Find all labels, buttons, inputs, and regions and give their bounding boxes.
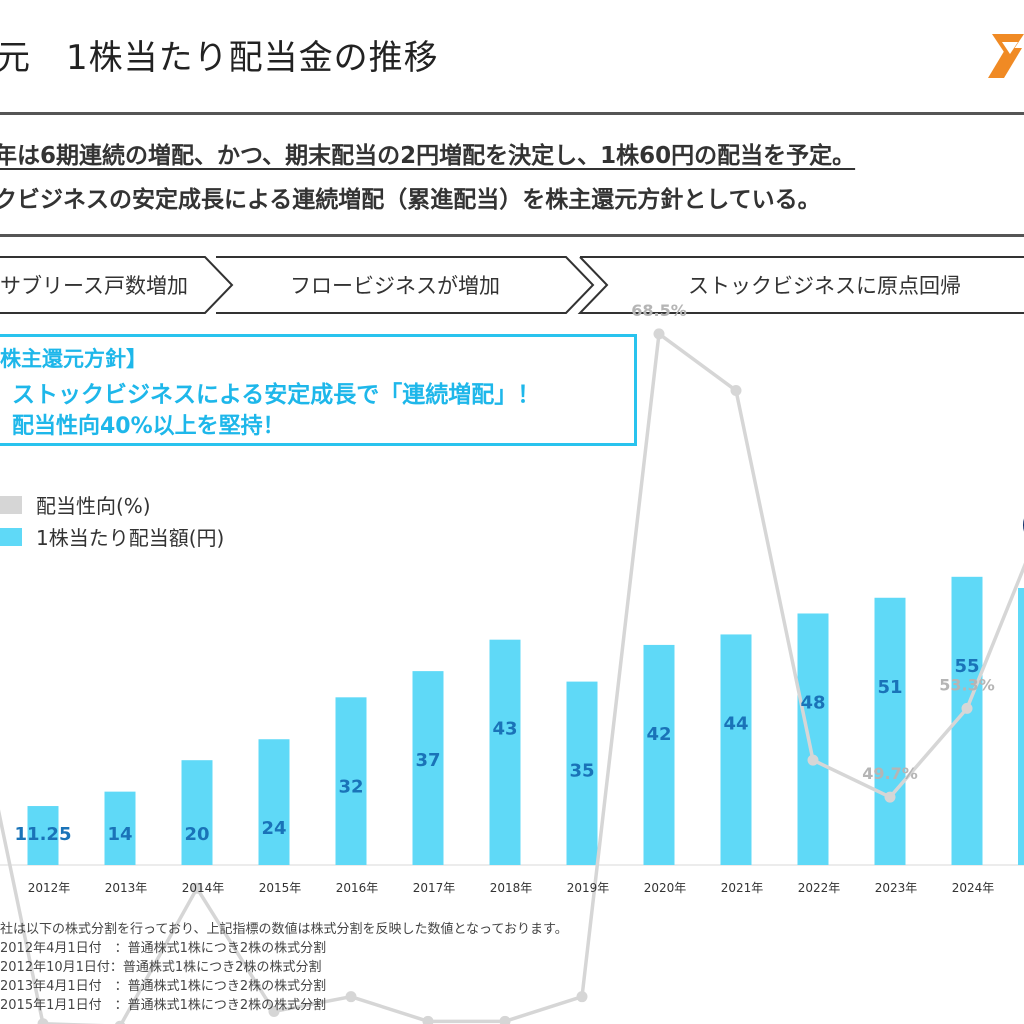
lead-line-2: クビジネスの安定成長による連続増配（累進配当）を株主還元方針としている。 [0, 187, 821, 213]
bar-2020年 [643, 644, 675, 865]
bar-label-2023年: 51 [877, 677, 902, 698]
bar-label-2024年: 55 [954, 656, 979, 677]
x-tick-2024年: 2024年 [952, 881, 995, 895]
policy-box [0, 334, 637, 446]
bar-label-2020年: 42 [646, 724, 671, 745]
bar-2023年 [874, 597, 906, 865]
x-tick-2016年: 2016年 [336, 881, 379, 895]
payout-point-2016年 [345, 991, 357, 1003]
payout-point-2014年 [191, 882, 203, 894]
bar-label-2022年: 48 [800, 692, 825, 713]
bar-label-2016年: 32 [338, 776, 363, 797]
x-tick-2017年: 2017年 [413, 881, 456, 895]
divider-top [0, 112, 1024, 115]
payout-label-2024年: 53.3% [939, 675, 995, 694]
payout-label-2023年: 49.7% [862, 764, 918, 783]
bar-2022年 [797, 613, 829, 865]
payout-point-2023年 [884, 791, 896, 803]
phase-3-label: ストックビジネスに原点回帰 [688, 274, 961, 298]
bar-2016年 [335, 697, 367, 865]
x-tick-2021年: 2021年 [721, 881, 764, 895]
bar-label-2021年: 44 [723, 713, 748, 734]
bar-2018年 [489, 639, 521, 865]
bar-2019年 [566, 681, 598, 865]
payout-point-2017年 [422, 1015, 434, 1024]
bar-partial-edge [1018, 588, 1024, 865]
payout-point-2019年 [576, 991, 588, 1003]
phase-2-label: フロービジネスが増加 [290, 274, 500, 298]
payout-point-2020年 [653, 328, 665, 340]
bar-2015年 [258, 739, 290, 865]
footnote-1: 2012年4月1日付 ：普通株式1株につき2株の株式分割 [0, 941, 327, 956]
payout-point-2022年 [807, 754, 819, 766]
company-logo [988, 34, 1024, 78]
policy-line-2: 配当性向40%以上を堅持！ [12, 414, 285, 439]
bar-2012年 [27, 806, 59, 865]
bar-2021年 [720, 634, 752, 865]
payout-point-2018年 [499, 1015, 511, 1024]
x-tick-2019年: 2019年 [567, 881, 610, 895]
payout-point-2012年 [37, 1018, 49, 1024]
bar-label-2014年: 20 [184, 824, 209, 845]
x-tick-2013年: 2013年 [105, 881, 148, 895]
x-tick-2018年: 2018年 [490, 881, 533, 895]
phase-bar [0, 256, 1024, 314]
legend-item-dividend: 1株当たり配当額(円) [0, 522, 224, 551]
payout-point-2021年 [730, 385, 742, 397]
legend-swatch-gray [0, 495, 22, 514]
x-tick-2015年: 2015年 [259, 881, 302, 895]
footnote-4: 2015年1月1日付 ：普通株式1株につき2株の株式分割 [0, 998, 327, 1013]
legend-label-dividend: 1株当たり配当額(円) [36, 526, 225, 550]
legend-item-payout-ratio: 配当性向(%) [0, 490, 151, 519]
legend-swatch-blue [0, 527, 22, 546]
footnote-2: 2012年10月1日付：普通株式1株につき2株の株式分割 [0, 960, 322, 975]
divider-bottom [0, 234, 1024, 237]
bar-label-2019年: 35 [569, 761, 594, 782]
payout-point-2015年 [268, 1005, 280, 1017]
footnote-3: 2013年4月1日付 ：普通株式1株につき2株の株式分割 [0, 979, 327, 994]
payout-label-2020年: 68.5% [631, 301, 687, 320]
x-tick-2022年: 2022年 [798, 881, 841, 895]
x-tick-2020年: 2020年 [644, 881, 687, 895]
x-tick-2012年: 2012年 [28, 881, 71, 895]
lead-line-1: 年は6期連続の増配、かつ、期末配当の2円増配を決定し、1株60円の配当を予定。 [0, 143, 856, 169]
bar-2013年 [104, 791, 136, 865]
payout-point-2013年 [114, 1020, 126, 1024]
bar-label-2013年: 14 [107, 824, 132, 845]
x-tick-2014年: 2014年 [182, 881, 225, 895]
bar-label-2017年: 37 [415, 750, 440, 771]
bar-2017年 [412, 671, 444, 865]
bar-label-2012年: 11.25 [15, 824, 72, 845]
legend-label-payout-ratio: 配当性向(%) [36, 494, 151, 518]
bar-label-2015年: 24 [261, 818, 286, 839]
policy-heading: 株主還元方針】 [0, 347, 147, 371]
phase-1-label: サブリース戸数増加 [0, 274, 188, 298]
bar-label-2018年: 43 [492, 719, 517, 740]
footnote-0: 社は以下の株式分割を行っており、上記指標の数値は株式分割を反映した数値となってお… [0, 922, 568, 937]
bar-2014年 [181, 760, 213, 865]
policy-line-1: ストックビジネスによる安定成長で「連続増配」！ [12, 382, 541, 408]
payout-point-2024年 [961, 702, 973, 714]
page-title: 元 1株当たり配当金の推移 [0, 38, 439, 78]
x-tick-2023年: 2023年 [875, 881, 918, 895]
